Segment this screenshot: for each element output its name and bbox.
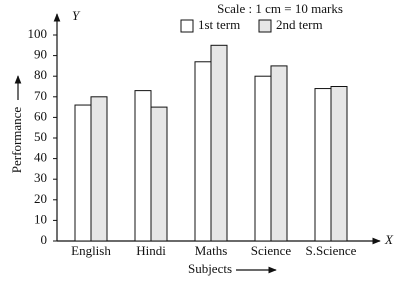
- legend-label: 1st term: [198, 17, 240, 32]
- x-axis-letter: X: [384, 232, 394, 247]
- y-tick-label: 10: [34, 211, 47, 226]
- bar: [150, 106, 168, 242]
- scale-note: Scale : 1 cm = 10 marks: [217, 1, 343, 16]
- y-tick-label: 20: [34, 191, 47, 206]
- y-axis-letter: Y: [72, 8, 81, 23]
- legend-label: 2nd term: [276, 17, 323, 32]
- bar: [330, 86, 348, 242]
- x-tick-label: Science: [251, 243, 292, 258]
- y-tick-label: 50: [34, 129, 47, 144]
- x-tick-label: S.Science: [306, 243, 357, 258]
- y-tick-label: 60: [34, 108, 47, 123]
- y-tick-label: 80: [34, 67, 47, 82]
- bar: [134, 90, 152, 242]
- y-tick-label: 40: [34, 150, 47, 165]
- x-tick-label: English: [71, 243, 111, 258]
- legend-swatch: [180, 19, 194, 33]
- bar: [90, 96, 108, 242]
- y-tick-label: 90: [34, 47, 47, 62]
- y-tick-label: 70: [34, 88, 47, 103]
- bar: [194, 61, 212, 242]
- y-axis-title: Performance: [9, 107, 24, 174]
- y-tick-label: 0: [41, 232, 48, 247]
- bar: [314, 88, 332, 242]
- bar: [74, 104, 92, 242]
- y-tick-label: 30: [34, 170, 47, 185]
- x-tick-label: Maths: [195, 243, 228, 258]
- x-tick-label: Hindi: [136, 243, 166, 258]
- bar: [254, 75, 272, 242]
- y-tick-label: 100: [28, 26, 48, 41]
- legend-swatch: [258, 19, 272, 33]
- x-axis-title: Subjects: [188, 261, 232, 276]
- bar: [210, 44, 228, 242]
- bar: [270, 65, 288, 242]
